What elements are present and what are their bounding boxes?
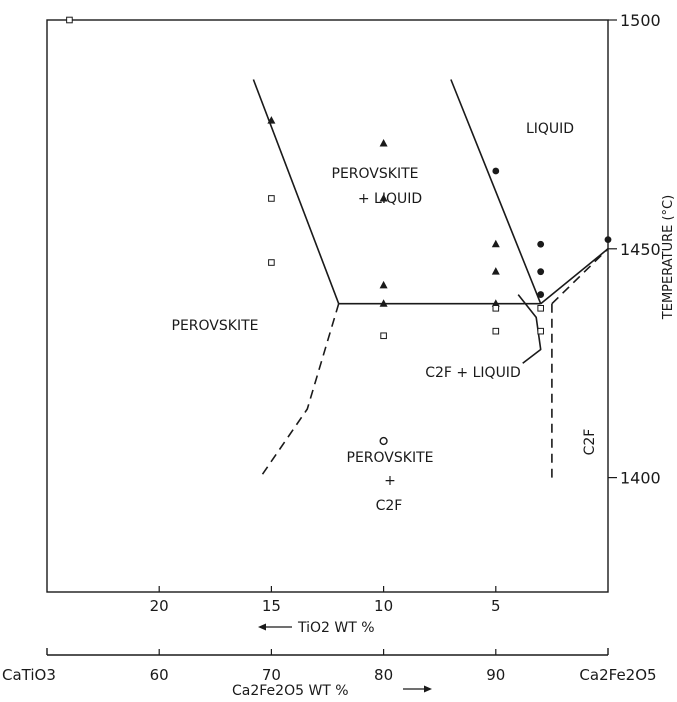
triangle-filled-point <box>491 267 500 275</box>
y-axis-tick-label: 1400 <box>620 469 661 488</box>
triangle-filled-point <box>379 193 388 202</box>
triangle-filled-point <box>267 116 276 124</box>
bottom-axis-tick-label: 70 <box>262 666 281 684</box>
field-label-c2f: C2F <box>582 429 598 456</box>
square-open-point <box>537 327 544 335</box>
triangle-filled-point <box>379 280 388 289</box>
field-label-liquid: LIQUID <box>526 121 574 137</box>
bottom-axis-label: Ca2Fe2O5 WT % <box>232 683 349 699</box>
square-open-point <box>268 259 275 266</box>
boundary-perovskite-solvus <box>259 303 340 479</box>
square-open-point <box>492 304 500 312</box>
y-axis-label: TEMPERATURE (°C) <box>661 195 676 320</box>
plot-frame <box>46 19 609 593</box>
triangle-filled-point <box>379 299 388 307</box>
square-open-point <box>492 327 500 335</box>
y-axis-tick-label: 1500 <box>620 11 661 30</box>
y-axis-tick-label: 1450 <box>620 240 661 259</box>
boundary-c2f-liquid-solid-curve <box>517 294 542 364</box>
boundary-c2f-solidus-top <box>551 248 609 305</box>
triangle-filled-point <box>491 239 500 248</box>
circle-filled-point <box>537 240 545 248</box>
end-label-right: Ca2Fe2O5 <box>579 666 656 684</box>
field-label-perovskite: PEROVSKITE <box>172 318 259 334</box>
circle-filled-point <box>492 167 500 175</box>
circle-open-point <box>379 436 388 446</box>
circle-filled-point <box>604 236 612 244</box>
boundary-liquidus-right <box>450 79 542 304</box>
triangle-filled-point <box>491 299 500 307</box>
bottom-axis-tick-label: 60 <box>150 666 169 684</box>
square-open-point <box>268 195 275 202</box>
bottom-axis-tick-label: 90 <box>486 666 505 684</box>
boundary-perovskite-liquidus <box>252 79 340 304</box>
field-label-perovskite-c2f-3: C2F <box>376 498 403 514</box>
circle-filled-point <box>537 291 545 298</box>
field-label-c2f-liquid: C2F + LIQUID <box>425 365 520 381</box>
top-axis-tick-label: 10 <box>374 597 393 615</box>
top-axis-tick-label: 5 <box>491 597 501 615</box>
top-axis-tick-label: 15 <box>262 597 281 615</box>
data-points <box>66 16 612 446</box>
boundary-lines <box>252 79 609 479</box>
end-label-left: CaTiO3 <box>2 666 56 684</box>
top-axis-label: TiO2 WT % <box>297 620 375 636</box>
circle-filled-point <box>537 268 545 276</box>
square-open-point <box>66 16 73 24</box>
field-label-perovskite-c2f-2: + <box>384 473 396 489</box>
top-axis-title: TiO2 WT % <box>258 620 375 636</box>
bottom-axis-tick-label: 80 <box>374 666 393 684</box>
square-open-point <box>380 332 387 340</box>
boundary-c2f-liquidus <box>540 248 609 305</box>
field-label-perovskite-liquid-1: PEROVSKITE <box>332 166 419 182</box>
square-open-point <box>537 304 544 312</box>
bottom-axis-title: Ca2Fe2O5 WT % <box>232 683 432 699</box>
axis-ticks: 55201510560708090150014501400 <box>150 11 661 684</box>
field-label-perovskite-c2f-1: PEROVSKITE <box>347 450 434 466</box>
top-axis-tick-label: 20 <box>150 597 169 615</box>
triangle-filled-point <box>379 139 388 147</box>
field-label-perovskite-liquid-2: + LIQUID <box>358 191 422 207</box>
